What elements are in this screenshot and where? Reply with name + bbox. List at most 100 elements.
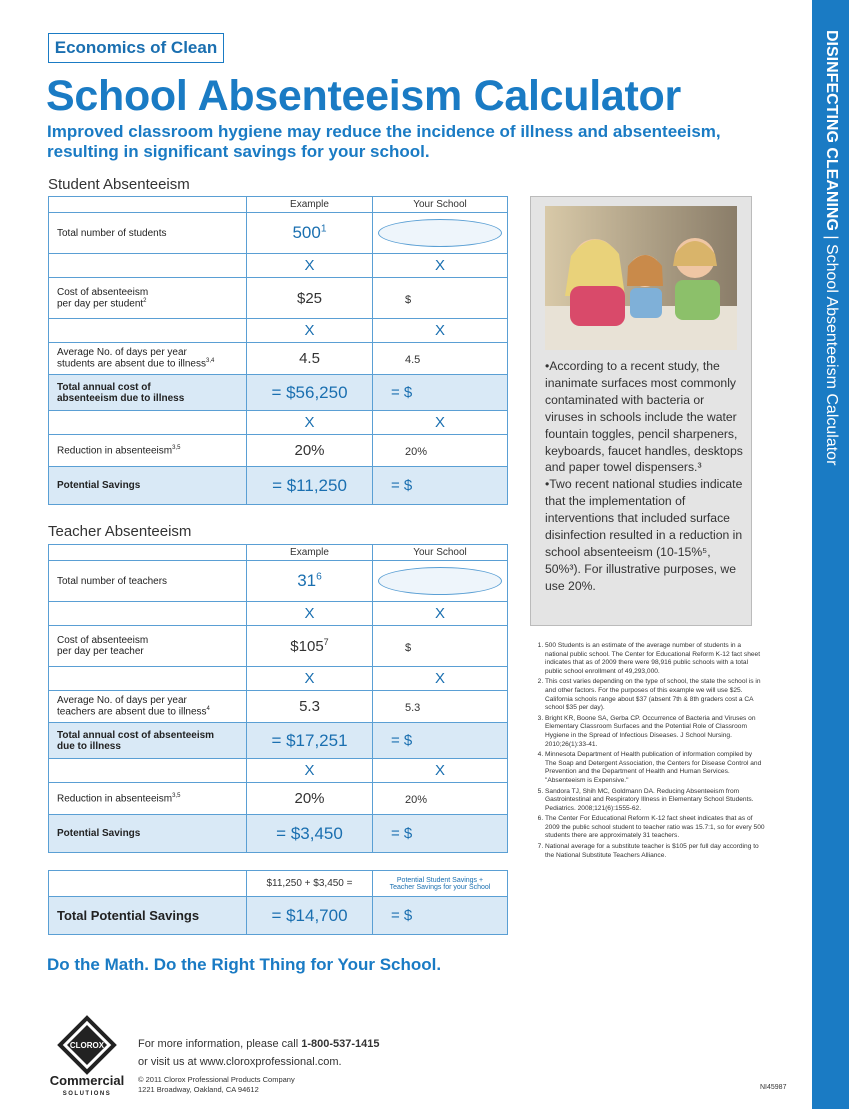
row: $11,250 + $3,450 = Potential Student Savi… bbox=[48, 870, 508, 897]
row: Total annual cost of absenteeism due to i… bbox=[48, 374, 508, 411]
your-value: 20% bbox=[405, 446, 428, 458]
label-line: teachers are absent due to illness4 bbox=[57, 706, 210, 718]
your-value: 4.5 bbox=[405, 354, 421, 366]
paragraph: •Two recent national studies indicate th… bbox=[545, 477, 743, 593]
label-line: Potential Savings bbox=[57, 828, 141, 839]
note: Potential Student Savings + Teacher Savin… bbox=[372, 870, 508, 897]
address: 1221 Broadway, Oakland, CA 94612 bbox=[138, 1085, 259, 1094]
phone: 1-800-537-1415 bbox=[301, 1038, 380, 1050]
sidebar-text: DISINFECTING CLEANING | School Absenteei… bbox=[822, 30, 840, 465]
example-value: X bbox=[304, 257, 315, 274]
your-cell: 4.5 bbox=[372, 342, 508, 375]
row-label bbox=[48, 253, 247, 278]
column-header: Example bbox=[246, 196, 373, 213]
footnote: 7 bbox=[323, 637, 329, 647]
formula: $11,250 + $3,450 = bbox=[246, 870, 373, 897]
row-label bbox=[48, 601, 247, 626]
label-line: absenteeism due to illness bbox=[57, 392, 185, 404]
footnote: 4 bbox=[206, 706, 210, 713]
example-value: X bbox=[304, 414, 315, 431]
example-value: = $3,450 bbox=[276, 823, 343, 843]
header-row: Example Your School bbox=[48, 544, 508, 561]
row-label: Total annual cost of absenteeism due to i… bbox=[48, 374, 247, 411]
row-label: Total number of teachers bbox=[48, 560, 247, 602]
example-value: 20% bbox=[294, 442, 325, 459]
example-cell: 4.5 bbox=[246, 342, 373, 375]
example-value: = $17,251 bbox=[271, 730, 348, 750]
subtitle-line: resulting in significant savings for you… bbox=[47, 142, 430, 161]
example-value: $25 bbox=[296, 289, 323, 307]
your-value: = $ bbox=[391, 477, 413, 494]
example-cell: 20% bbox=[246, 782, 373, 815]
input-oval bbox=[378, 567, 502, 595]
your-cell: 20% bbox=[372, 434, 508, 467]
total-your: = $ bbox=[372, 896, 508, 935]
example-cell: X bbox=[246, 318, 373, 343]
example-value: 5.3 bbox=[299, 698, 320, 715]
example-cell: = $56,250 bbox=[246, 374, 373, 411]
row: Cost of absenteeism per day per teacher $1… bbox=[48, 625, 508, 667]
example-value: 31 bbox=[297, 571, 317, 590]
contact: For more information, please call 1-800-… bbox=[138, 1035, 380, 1071]
sidebar-strong: DISINFECTING CLEANING bbox=[823, 30, 840, 231]
your-cell: X bbox=[372, 601, 508, 626]
your-cell: $ bbox=[372, 625, 508, 667]
section-title: Teacher Absenteeism bbox=[48, 523, 192, 540]
example-value: X bbox=[304, 605, 315, 622]
your-value: = $ bbox=[391, 732, 413, 749]
your-value: $ bbox=[405, 641, 412, 654]
logo-brand: CLOROX bbox=[70, 1041, 105, 1050]
row-label: Average No. of days per year teachers are… bbox=[48, 690, 247, 723]
column-header: Your School bbox=[372, 544, 508, 561]
example-cell: X bbox=[246, 253, 373, 278]
label-line: Total number of students bbox=[57, 227, 167, 239]
your-cell: = $ bbox=[372, 466, 508, 505]
label-line: due to illness bbox=[57, 740, 121, 752]
row: Total number of teachers 316 bbox=[48, 560, 508, 602]
your-value: = $ bbox=[391, 825, 413, 842]
subtitle-line: Improved classroom hygiene may reduce th… bbox=[47, 122, 721, 141]
example-cell: X bbox=[246, 758, 373, 783]
example-value: 500 bbox=[292, 223, 321, 242]
title: School Absenteeism Calculator bbox=[46, 72, 681, 120]
example-cell: = $11,250 bbox=[246, 466, 373, 505]
reference: This cost varies depending on the type o… bbox=[545, 678, 765, 712]
your-value: X bbox=[434, 322, 445, 339]
total-table: $11,250 + $3,450 = Potential Student Savi… bbox=[48, 870, 508, 935]
row-label: Reduction in absenteeism3,5 bbox=[48, 434, 247, 467]
section-title: Student Absenteeism bbox=[48, 176, 190, 193]
your-cell: X bbox=[372, 410, 508, 435]
reference: National average for a substitute teache… bbox=[545, 843, 765, 860]
total-example: = $14,700 bbox=[246, 896, 373, 935]
photo bbox=[545, 206, 737, 350]
row-label: Potential Savings bbox=[48, 466, 247, 505]
logo-name: Commercial bbox=[50, 1073, 124, 1088]
row: Reduction in absenteeism3,5 20% 20% bbox=[48, 434, 508, 467]
tagline: Do the Math. Do the Right Thing for Your… bbox=[47, 955, 442, 974]
your-value: = $ bbox=[391, 384, 413, 401]
label-line: Cost of absenteeism bbox=[57, 286, 149, 298]
your-value: X bbox=[434, 670, 445, 687]
label-line: Cost of absenteeism bbox=[57, 635, 149, 646]
example-cell: = $17,251 bbox=[246, 722, 373, 759]
tag: Economics of Clean bbox=[48, 33, 224, 63]
label-line: Average No. of days per year bbox=[57, 347, 187, 359]
row: Cost of absenteeism per day per student2 $… bbox=[48, 277, 508, 319]
your-cell: X bbox=[372, 253, 508, 278]
footnote: 6 bbox=[316, 571, 322, 583]
your-cell: = $ bbox=[372, 722, 508, 759]
sidebar-light: School Absenteeism Calculator bbox=[823, 243, 840, 466]
your-cell bbox=[372, 560, 508, 602]
example-cell: X bbox=[246, 410, 373, 435]
example-value: $105 bbox=[290, 638, 324, 655]
cell bbox=[48, 544, 247, 561]
example-cell: 5.3 bbox=[246, 690, 373, 723]
example-value: 4.5 bbox=[299, 350, 320, 367]
example-value: X bbox=[304, 670, 315, 687]
example-cell: 5001 bbox=[246, 212, 373, 254]
row-label: Average No. of days per year students are… bbox=[48, 342, 247, 375]
example-cell: 20% bbox=[246, 434, 373, 467]
